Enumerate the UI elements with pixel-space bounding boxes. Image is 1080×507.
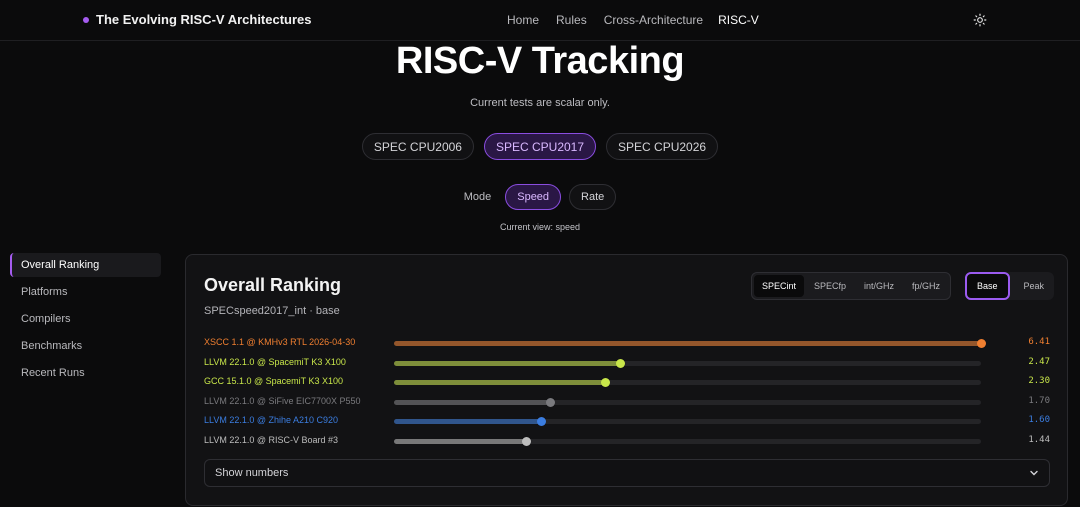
score-bar-marker (976, 339, 986, 348)
nav-link-home[interactable]: Home (507, 13, 540, 27)
page-subtitle: Current tests are scalar only. (470, 97, 610, 109)
score-bar-marker (615, 358, 625, 368)
score-bar-track (394, 436, 981, 446)
score-bar-track (394, 397, 981, 407)
brand-title: The Evolving RISC-V Architectures (96, 12, 312, 27)
tab-base[interactable]: Base (965, 272, 1010, 300)
tuning-tabs: Base Peak (965, 272, 1055, 300)
ranking-row-value: 2.30 (1028, 376, 1050, 387)
ranking-row-value: 1.70 (1028, 395, 1050, 406)
suite-tab-spec-cpu2006[interactable]: SPEC CPU2006 (361, 133, 474, 160)
ranking-row-value: 1.44 (1028, 434, 1050, 445)
score-bar-track (394, 339, 986, 348)
tab-specint[interactable]: SPECint (754, 275, 805, 297)
score-bar-fill (394, 341, 981, 346)
ranking-row-label: LLVM 22.1.0 @ Zhihe A210 C920 (204, 415, 339, 426)
brand-dot-icon (83, 16, 89, 23)
sidebar-item-overall-ranking[interactable]: Overall Ranking (10, 253, 161, 277)
ranking-row-value: 1.60 (1028, 415, 1050, 426)
score-bar-fill (394, 399, 550, 405)
tab-specfp[interactable]: SPECfp (814, 281, 847, 291)
ranking-row: LLVM 22.1.0 @ SiFive EIC7700X P550 1.70 (204, 394, 1050, 414)
suite-tab-spec-cpu2026[interactable]: SPEC CPU2026 (606, 133, 719, 160)
ranking-row: XSCC 1.1 @ KMHv3 RTL 2026-04-30 6.41 (204, 335, 1050, 355)
score-bar-fill (394, 419, 541, 425)
mode-rate-button[interactable]: Rate (569, 184, 617, 210)
ranking-row-label: LLVM 22.1.0 @ SiFive EIC7700X P550 (204, 395, 361, 406)
ranking-row: LLVM 22.1.0 @ Zhihe A210 C920 1.60 (204, 413, 1050, 433)
score-bar-marker (536, 417, 546, 427)
sidebar: Overall Ranking Platforms Compilers Benchma… (10, 253, 161, 388)
metric-tabs: SPECint SPECfp int/GHz fp/GHz (751, 272, 952, 300)
mode-speed-button[interactable]: Speed (505, 184, 562, 210)
ranking-list: XSCC 1.1 @ KMHv3 RTL 2026-04-30 6.41 LLVM … (204, 335, 1050, 453)
sidebar-item-compilers[interactable]: Compilers (21, 313, 71, 325)
suite-selector: SPEC CPU2006 SPEC CPU2017 SPEC CPU2026 (0, 133, 1080, 160)
sidebar-item-recent-runs[interactable]: Recent Runs (21, 367, 85, 379)
score-bar-track (394, 417, 981, 427)
ranking-row-label: XSCC 1.1 @ KMHv3 RTL 2026-04-30 (204, 337, 356, 347)
score-bar-fill (394, 380, 605, 386)
ranking-row-value: 2.47 (1028, 356, 1050, 367)
current-view-text: Current view: speed (499, 222, 581, 232)
score-bar-track (394, 378, 981, 388)
suite-tab-spec-cpu2017[interactable]: SPEC CPU2017 (483, 133, 597, 160)
nav-link-rules[interactable]: Rules (556, 13, 587, 27)
show-numbers-label: Show numbers (215, 467, 289, 479)
ranking-row-label: GCC 15.1.0 @ SpacemiT K3 X100 (204, 376, 344, 387)
panel-title: Overall Ranking (204, 275, 342, 295)
ranking-row-label: LLVM 22.1.0 @ RISC-V Board #3 (204, 434, 339, 445)
theme-toggle-button[interactable] (971, 11, 989, 29)
mode-selector: Mode Speed Rate (0, 184, 1080, 210)
page-title: RISC-V Tracking (395, 40, 685, 82)
ranking-row: LLVM 22.1.0 @ RISC-V Board #3 1.44 (204, 433, 1050, 453)
score-bar-marker (600, 378, 610, 388)
show-numbers-toggle[interactable]: Show numbers (204, 459, 1050, 487)
top-navigation-bar: The Evolving RISC-V Architectures Home Ru… (0, 0, 1080, 41)
sidebar-item-benchmarks[interactable]: Benchmarks (21, 340, 83, 352)
ranking-row: GCC 15.1.0 @ SpacemiT K3 X100 2.30 (204, 374, 1050, 394)
panel-subtitle: SPECspeed2017_int · base (204, 305, 340, 317)
sidebar-item-platforms[interactable]: Platforms (21, 286, 68, 298)
sun-icon (973, 13, 987, 27)
tab-peak[interactable]: Peak (1023, 281, 1045, 291)
tab-int-ghz[interactable]: int/GHz (864, 281, 895, 291)
score-bar-marker (521, 436, 531, 446)
ranking-row-value: 6.41 (1028, 337, 1050, 347)
score-bar-marker (545, 397, 555, 407)
score-bar-fill (394, 360, 620, 366)
mode-label: Mode (463, 191, 492, 203)
score-bar-track (394, 358, 981, 368)
ranking-row: LLVM 22.1.0 @ SpacemiT K3 X100 2.47 (204, 355, 1050, 375)
nav-link-cross-architecture[interactable]: Cross-Architecture (603, 13, 704, 27)
overall-ranking-panel: Overall Ranking SPECspeed2017_int · base… (185, 254, 1068, 506)
score-bar-fill (394, 438, 526, 444)
chevron-down-icon (1030, 470, 1038, 476)
nav-link-risc-v[interactable]: RISC-V (718, 13, 759, 27)
ranking-row-label: LLVM 22.1.0 @ SpacemiT K3 X100 (204, 356, 346, 367)
main-nav: Home Rules Cross-Architecture RISC-V (507, 13, 759, 27)
brand[interactable]: The Evolving RISC-V Architectures (83, 12, 312, 27)
tab-fp-ghz[interactable]: fp/GHz (912, 281, 941, 291)
